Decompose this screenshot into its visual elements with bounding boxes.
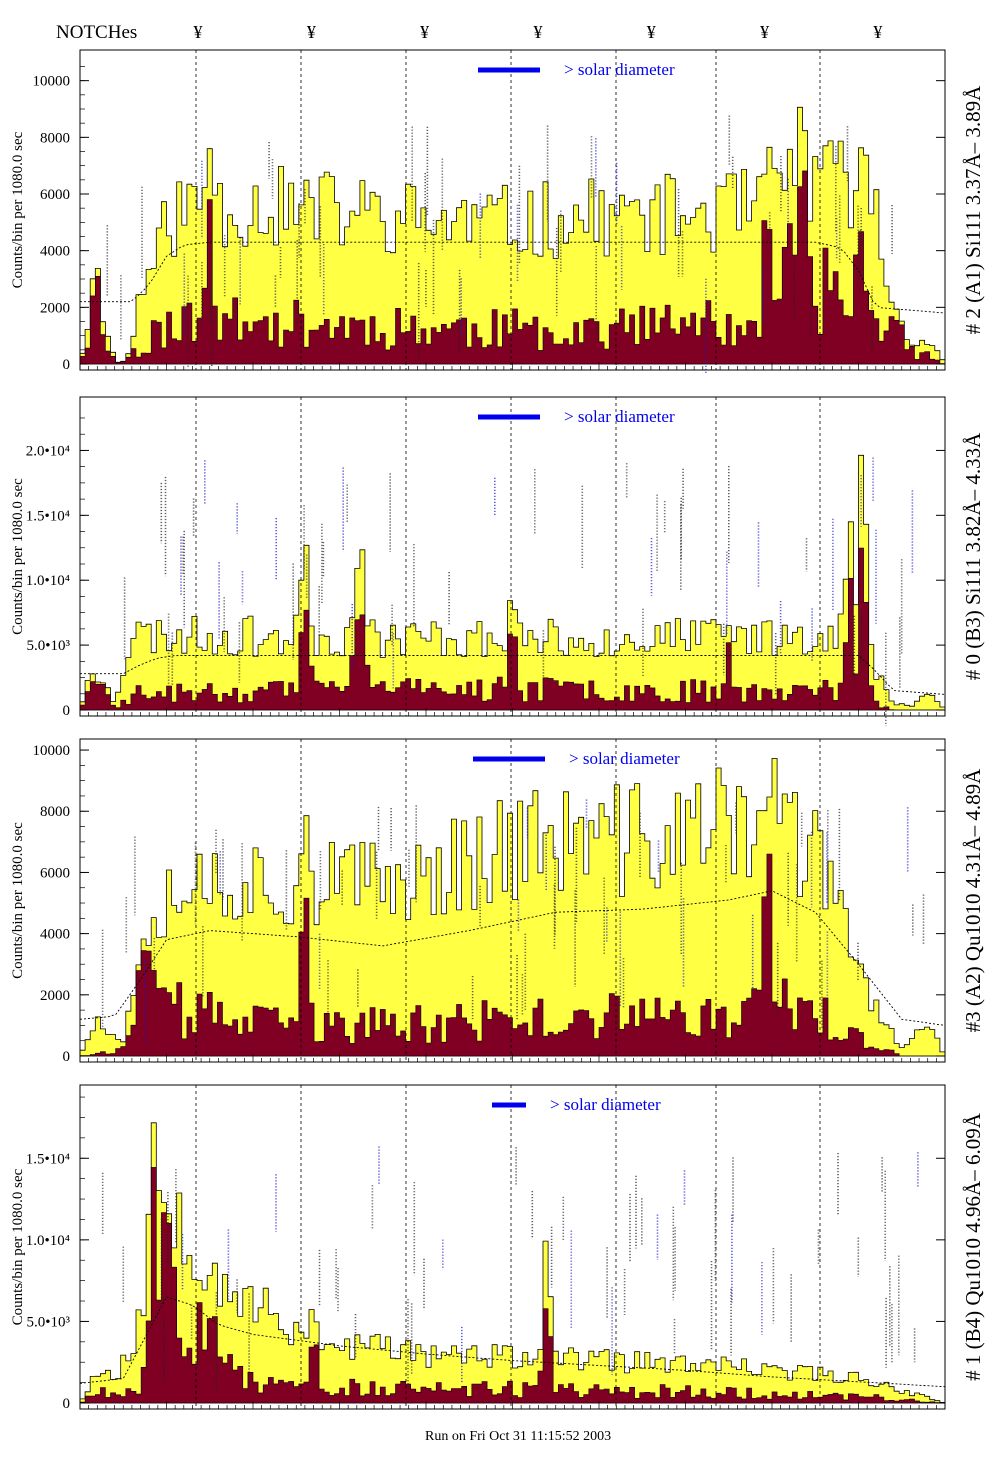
y-axis-label: Counts/bin per 1080.0 sec — [10, 478, 26, 635]
panel-2: 0 5.0•10³ 1.0•10⁴ 1.5•10⁴ 2.0•10⁴ Counts/bin … — [10, 396, 985, 727]
notch-header: NOTCHes ¥ ¥ ¥ ¥ ¥ ¥ ¥ — [56, 22, 882, 43]
y-tick-label: 2.0•10⁴ — [26, 443, 70, 459]
total-counts-histogram — [79, 106, 946, 365]
y-tick-label: 1.0•10⁴ — [26, 573, 70, 589]
run-timestamp: Run on Fri Oct 31 11:15:52 2003 — [425, 1429, 611, 1444]
y-tick-label: 0 — [63, 1396, 71, 1412]
panel-title: # 2 (A1) Si111 3.37Å– 3.89Å — [961, 85, 985, 335]
model-curve — [79, 1296, 946, 1388]
y-tick-label: 2000 — [40, 300, 70, 316]
notch-marker-4: ¥ — [533, 22, 542, 42]
model-curve — [80, 655, 946, 695]
panel-title: # 0 (B3) Si111 3.82Å– 4.33Å — [961, 432, 985, 680]
y-tick-label: 10000 — [33, 74, 71, 90]
y-tick-label: 10000 — [33, 743, 71, 759]
legend-label: > solar diameter — [550, 1095, 661, 1114]
component-counts-histogram — [79, 853, 945, 1057]
y-tick-label: 5.0•10³ — [27, 1314, 71, 1330]
y-tick-label: 2000 — [40, 988, 70, 1004]
y-tick-label: 5.0•10³ — [27, 638, 71, 654]
total-counts-histogram — [79, 1122, 946, 1404]
notch-marker-6: ¥ — [760, 22, 769, 42]
y-axis-label: Counts/bin per 1080.0 sec — [10, 1168, 26, 1325]
y-tick-label: 1.5•10⁴ — [26, 1151, 70, 1167]
notch-marker-3: ¥ — [420, 22, 429, 42]
notch-marker-7: ¥ — [873, 22, 882, 42]
model-curve — [79, 890, 946, 1026]
y-tick-label: 6000 — [40, 187, 70, 203]
component-counts-histogram — [79, 170, 946, 365]
notch-marker-2: ¥ — [307, 22, 316, 42]
panel-3: 0 2000 4000 6000 8000 10000 Counts/bin per 108… — [10, 738, 985, 1065]
notch-marker-5: ¥ — [647, 22, 656, 42]
total-counts-histogram — [79, 758, 946, 1057]
panel-title: #3 (A2) Qu1010 4.31Å– 4.89Å — [961, 768, 985, 1032]
y-tick-label: 1.5•10⁴ — [26, 508, 70, 524]
y-tick-label: 0 — [63, 357, 71, 373]
legend-label: > solar diameter — [564, 60, 675, 79]
y-tick-label: 0 — [63, 703, 71, 719]
y-tick-label: 6000 — [40, 865, 70, 881]
y-tick-label: 0 — [63, 1049, 71, 1065]
component-counts-histogram — [79, 1167, 946, 1404]
y-tick-label: 8000 — [40, 804, 70, 820]
y-tick-label: 1.0•10⁴ — [26, 1233, 70, 1249]
legend-label: > solar diameter — [569, 749, 680, 768]
y-axis-label: Counts/bin per 1080.0 sec — [10, 131, 26, 288]
y-tick-label: 4000 — [40, 244, 70, 260]
panel-title: # 1 (B4) Qu1010 4.96Å– 6.09Å — [961, 1112, 985, 1381]
component-counts-histogram — [79, 547, 945, 711]
y-axis-label: Counts/bin per 1080.0 sec — [10, 822, 26, 979]
panel-1: 0 2000 4000 6000 8000 10000 Counts/bin per 108… — [10, 49, 985, 375]
notches-label: NOTCHes — [56, 22, 137, 43]
y-tick-label: 4000 — [40, 927, 70, 943]
panels: 0 2000 4000 6000 8000 10000 Counts/bin per 108… — [10, 49, 985, 1412]
notch-marker-1: ¥ — [194, 22, 203, 42]
y-tick-label: 8000 — [40, 130, 70, 146]
legend-label: > solar diameter — [564, 407, 675, 426]
